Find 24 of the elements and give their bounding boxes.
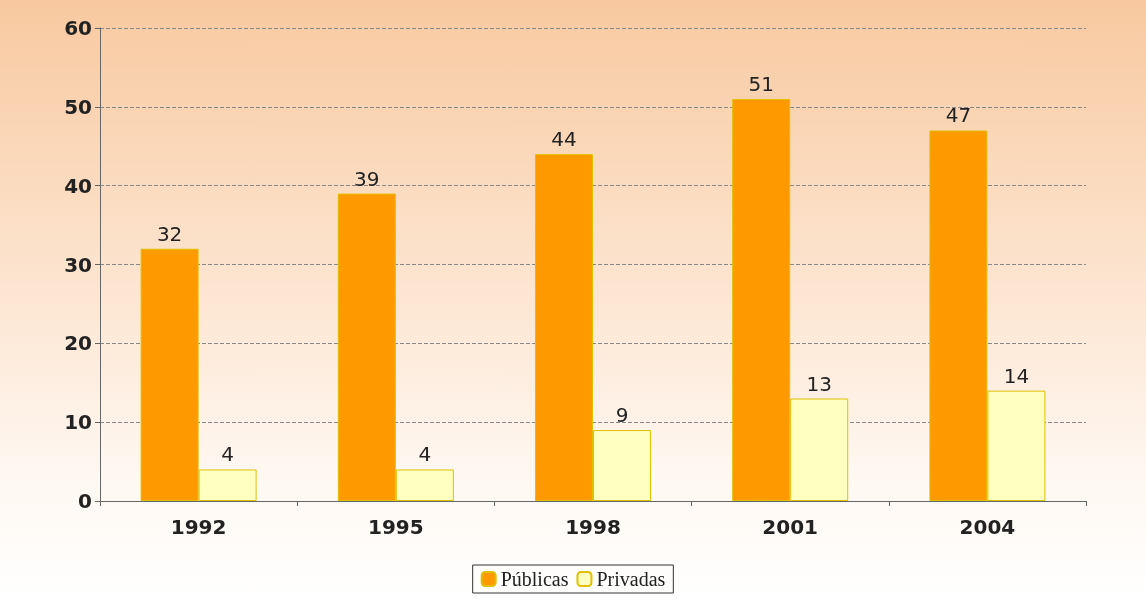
data-label: 4 — [418, 442, 432, 467]
y-tick-label: 10 — [64, 410, 92, 435]
y-tick-label: 50 — [64, 94, 92, 119]
y-tick-label: 20 — [64, 331, 92, 356]
data-label: 39 — [354, 166, 380, 191]
legend-label: Privadas — [596, 568, 666, 590]
x-tick-label: 1995 — [367, 515, 424, 539]
x-tick-label: 1998 — [565, 515, 621, 539]
x-tick-label: 1992 — [170, 515, 227, 539]
y-tick-label: 0 — [78, 489, 92, 513]
y-tick-label: 60 — [64, 16, 92, 40]
data-label: 4 — [221, 442, 234, 467]
legend-label: Públicas — [500, 568, 569, 590]
data-label: 9 — [615, 403, 629, 428]
data-label: 32 — [156, 221, 183, 246]
data-label: 44 — [551, 127, 577, 152]
data-label: 51 — [748, 71, 774, 96]
y-tick-label: 40 — [64, 173, 92, 198]
data-label: 47 — [945, 103, 972, 128]
x-tick-label: 2004 — [959, 515, 1016, 539]
x-tick-label: 2001 — [762, 515, 819, 539]
data-label: 13 — [806, 371, 832, 396]
y-tick-label: 30 — [64, 252, 92, 277]
data-label: 14 — [1003, 363, 1030, 388]
